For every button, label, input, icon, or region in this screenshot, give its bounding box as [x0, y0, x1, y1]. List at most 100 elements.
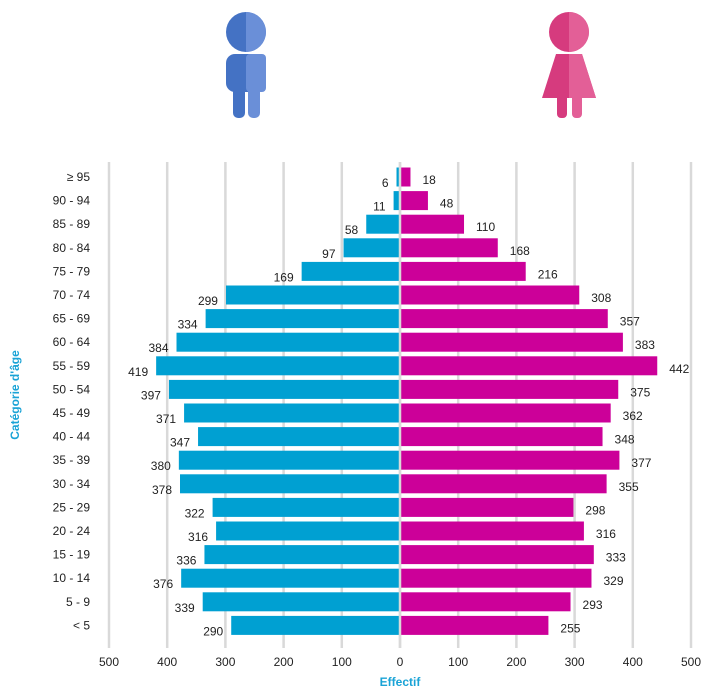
value-label-men: 290 — [203, 624, 223, 638]
x-tick-label: 300 — [565, 655, 585, 669]
bar-men — [198, 427, 400, 447]
y-axis-title: Catégorie d'âge — [8, 350, 22, 440]
bar-men — [176, 332, 400, 352]
male-figure-icon — [226, 12, 266, 118]
female-figure-icon — [542, 12, 596, 118]
value-label-women: 48 — [440, 197, 454, 211]
value-label-men: 6 — [382, 176, 389, 190]
category-label: 30 - 34 — [53, 477, 91, 491]
value-label-men: 380 — [151, 459, 171, 473]
category-label: 45 - 49 — [53, 406, 91, 420]
category-label: 35 - 39 — [53, 453, 91, 467]
category-label: 40 - 44 — [53, 430, 91, 444]
bar-women — [400, 521, 584, 541]
value-label-men: 299 — [198, 294, 218, 308]
bar-men — [212, 497, 400, 517]
bar-men — [178, 450, 400, 470]
bar-women — [400, 592, 571, 612]
value-label-women: 316 — [596, 527, 616, 541]
x-tick-label: 400 — [623, 655, 643, 669]
bar-women — [400, 332, 623, 352]
bar-women — [400, 379, 619, 399]
x-tick-label: 0 — [397, 655, 404, 669]
bar-men — [301, 261, 400, 281]
value-label-men: 378 — [152, 483, 172, 497]
x-tick-label: 200 — [274, 655, 294, 669]
category-label: 70 - 74 — [53, 288, 91, 302]
value-label-women: 357 — [620, 315, 640, 329]
bar-women — [400, 450, 620, 470]
value-label-men: 58 — [345, 223, 359, 237]
value-label-men: 336 — [176, 554, 196, 568]
x-tick-label: 500 — [681, 655, 701, 669]
category-label: 5 - 9 — [66, 595, 90, 609]
x-tick-label: 300 — [215, 655, 235, 669]
value-label-men: 397 — [141, 388, 161, 402]
value-label-women: 293 — [583, 598, 603, 612]
bar-women — [400, 403, 611, 423]
value-label-women: 298 — [585, 503, 605, 517]
bar-men — [231, 615, 400, 635]
value-label-women: 383 — [635, 338, 655, 352]
value-label-men: 97 — [322, 247, 336, 261]
x-tick-label: 100 — [448, 655, 468, 669]
value-label-women: 333 — [606, 551, 626, 565]
bar-men — [225, 285, 400, 305]
value-label-women: 348 — [615, 433, 635, 447]
x-tick-label: 400 — [157, 655, 177, 669]
value-label-men: 11 — [373, 200, 386, 214]
bars — [156, 162, 658, 648]
value-label-women: 216 — [538, 267, 558, 281]
category-label: 55 - 59 — [53, 359, 91, 373]
value-label-men: 376 — [153, 577, 173, 591]
category-label: 15 - 19 — [53, 548, 91, 562]
value-label-men: 419 — [128, 365, 148, 379]
x-tick-label: 500 — [99, 655, 119, 669]
labels: 500 400 300 200 100 0 100 200 300 400 500 ≥ 95 6 18 90… — [53, 170, 702, 669]
value-label-men: 384 — [148, 341, 168, 355]
category-label: 65 - 69 — [53, 312, 91, 326]
bar-men — [396, 167, 400, 187]
x-tick-label: 200 — [506, 655, 526, 669]
bar-women — [400, 497, 574, 517]
bar-men — [181, 568, 400, 588]
category-label: 20 - 24 — [53, 524, 91, 538]
value-label-men: 169 — [274, 270, 294, 284]
category-label: 80 - 84 — [53, 241, 91, 255]
bar-women — [400, 214, 465, 234]
bar-men — [184, 403, 400, 423]
bar-women — [400, 309, 608, 329]
value-label-women: 329 — [603, 574, 623, 588]
bar-men — [202, 592, 400, 612]
bar-women — [400, 568, 592, 588]
value-label-women: 255 — [560, 621, 580, 635]
bar-men — [343, 238, 400, 258]
category-label: 50 - 54 — [53, 382, 91, 396]
category-label: < 5 — [73, 618, 90, 632]
value-label-men: 316 — [188, 530, 208, 544]
value-label-men: 334 — [178, 318, 198, 332]
value-label-women: 375 — [630, 385, 650, 399]
value-label-women: 442 — [669, 362, 689, 376]
x-axis-title: Effectif — [380, 675, 422, 689]
category-label: 25 - 29 — [53, 500, 91, 514]
value-label-women: 168 — [510, 244, 530, 258]
value-label-women: 355 — [619, 480, 639, 494]
value-label-women: 110 — [476, 220, 495, 234]
value-label-men: 339 — [175, 601, 195, 615]
bar-women — [400, 474, 607, 494]
category-label: 60 - 64 — [53, 335, 91, 349]
category-label: 85 - 89 — [53, 217, 91, 231]
bar-men — [204, 545, 400, 565]
bar-men — [180, 474, 400, 494]
value-label-women: 377 — [631, 456, 651, 470]
category-label: 90 - 94 — [53, 194, 91, 208]
bar-women — [400, 545, 594, 565]
value-label-men: 347 — [170, 436, 190, 450]
bar-men — [393, 191, 400, 211]
value-label-women: 362 — [623, 409, 643, 423]
x-tick-label: 100 — [332, 655, 352, 669]
bar-women — [400, 615, 549, 635]
value-label-women: 18 — [422, 173, 436, 187]
